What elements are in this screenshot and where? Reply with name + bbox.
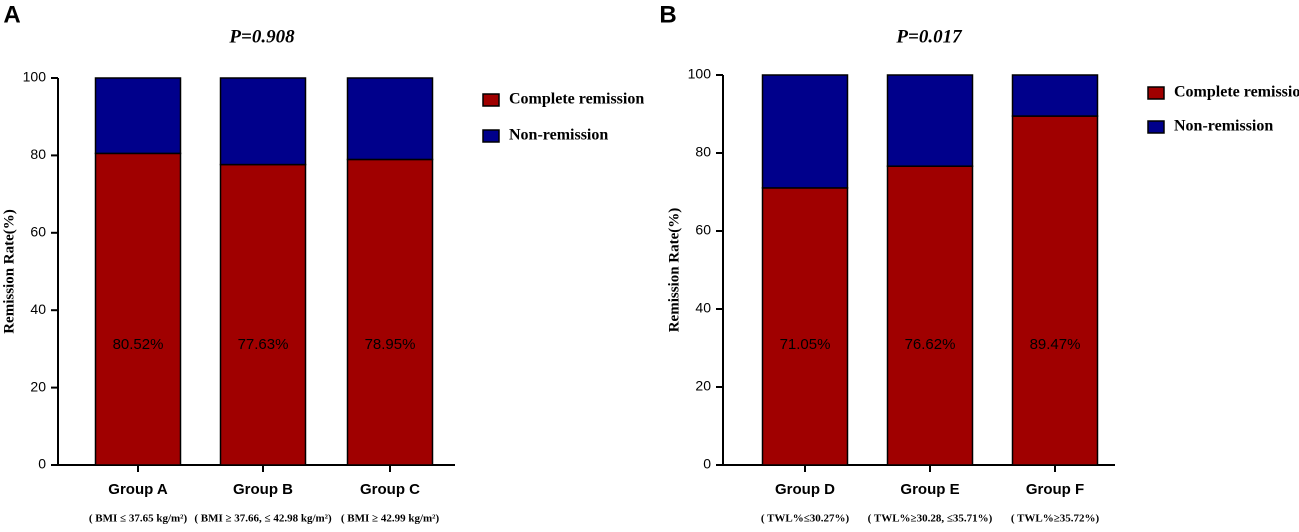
x-tick-label: Group F bbox=[1026, 481, 1084, 498]
bar-segment bbox=[346, 158, 434, 466]
legend-swatch bbox=[1147, 86, 1165, 100]
bar-segment bbox=[761, 74, 849, 189]
y-tick-label: 80 bbox=[30, 146, 46, 162]
bar-segment bbox=[346, 77, 434, 161]
bar-segment bbox=[1011, 74, 1099, 117]
y-tick-label: 60 bbox=[30, 224, 46, 240]
bar-segment bbox=[219, 77, 307, 166]
panel-label: A bbox=[3, 1, 20, 28]
y-tick-label: 100 bbox=[23, 69, 47, 85]
panel-label: B bbox=[659, 1, 676, 28]
legend-label: Non-remission bbox=[509, 127, 608, 144]
y-tick-label: 0 bbox=[38, 456, 46, 472]
x-tick-sublabel: ( BMI ≥ 37.66, ≤ 42.98 kg/m²) bbox=[194, 513, 332, 525]
y-tick-label: 100 bbox=[688, 66, 712, 82]
legend-swatch bbox=[1147, 120, 1165, 134]
x-tick-sublabel: ( BMI ≥ 42.99 kg/m²) bbox=[341, 513, 440, 525]
bar-segment bbox=[219, 163, 307, 466]
chart-title: P=0.908 bbox=[228, 26, 295, 47]
x-tick-label: Group D bbox=[775, 481, 835, 498]
value-label: 76.62% bbox=[905, 336, 956, 353]
bar-segment bbox=[761, 187, 849, 466]
y-tick-label: 80 bbox=[695, 144, 711, 160]
legend-label: Complete remission bbox=[509, 91, 644, 108]
chart-title: P=0.017 bbox=[895, 26, 963, 47]
bar-segment bbox=[94, 152, 182, 466]
y-tick-label: 40 bbox=[30, 301, 46, 317]
y-tick-label: 20 bbox=[30, 378, 46, 394]
x-tick-label: Group A bbox=[108, 481, 168, 498]
bar-segment bbox=[1011, 115, 1099, 466]
legend-label: Non-remission bbox=[1174, 118, 1273, 135]
legend-label: Complete remission bbox=[1174, 84, 1299, 101]
value-label: 78.95% bbox=[365, 336, 416, 353]
value-label: 77.63% bbox=[238, 336, 289, 353]
y-tick-label: 20 bbox=[695, 378, 711, 394]
value-label: 71.05% bbox=[780, 336, 831, 353]
y-tick-label: 60 bbox=[695, 222, 711, 238]
x-tick-label: Group C bbox=[360, 481, 420, 498]
legend-swatch bbox=[482, 129, 500, 143]
x-tick-sublabel: ( TWL%≥30.28, ≤35.71%) bbox=[868, 513, 993, 525]
legend-swatch bbox=[482, 93, 500, 107]
bar-segment bbox=[886, 165, 974, 466]
y-tick-label: 0 bbox=[703, 456, 711, 472]
y-tick-label: 40 bbox=[695, 300, 711, 316]
y-axis-label: Remission Rate(%) bbox=[1, 209, 17, 334]
value-label: 89.47% bbox=[1030, 336, 1081, 353]
x-tick-sublabel: ( TWL%≥35.72%) bbox=[1011, 513, 1100, 525]
bar-segment bbox=[886, 74, 974, 167]
y-axis-label: Remission Rate(%) bbox=[666, 208, 682, 333]
x-tick-sublabel: ( BMI ≤ 37.65 kg/m²) bbox=[89, 513, 188, 525]
x-tick-label: Group E bbox=[900, 481, 959, 498]
bar-segment bbox=[94, 77, 182, 155]
value-label: 80.52% bbox=[113, 336, 164, 353]
x-tick-label: Group B bbox=[233, 481, 293, 498]
x-tick-sublabel: ( TWL%≤30.27%) bbox=[761, 513, 850, 525]
